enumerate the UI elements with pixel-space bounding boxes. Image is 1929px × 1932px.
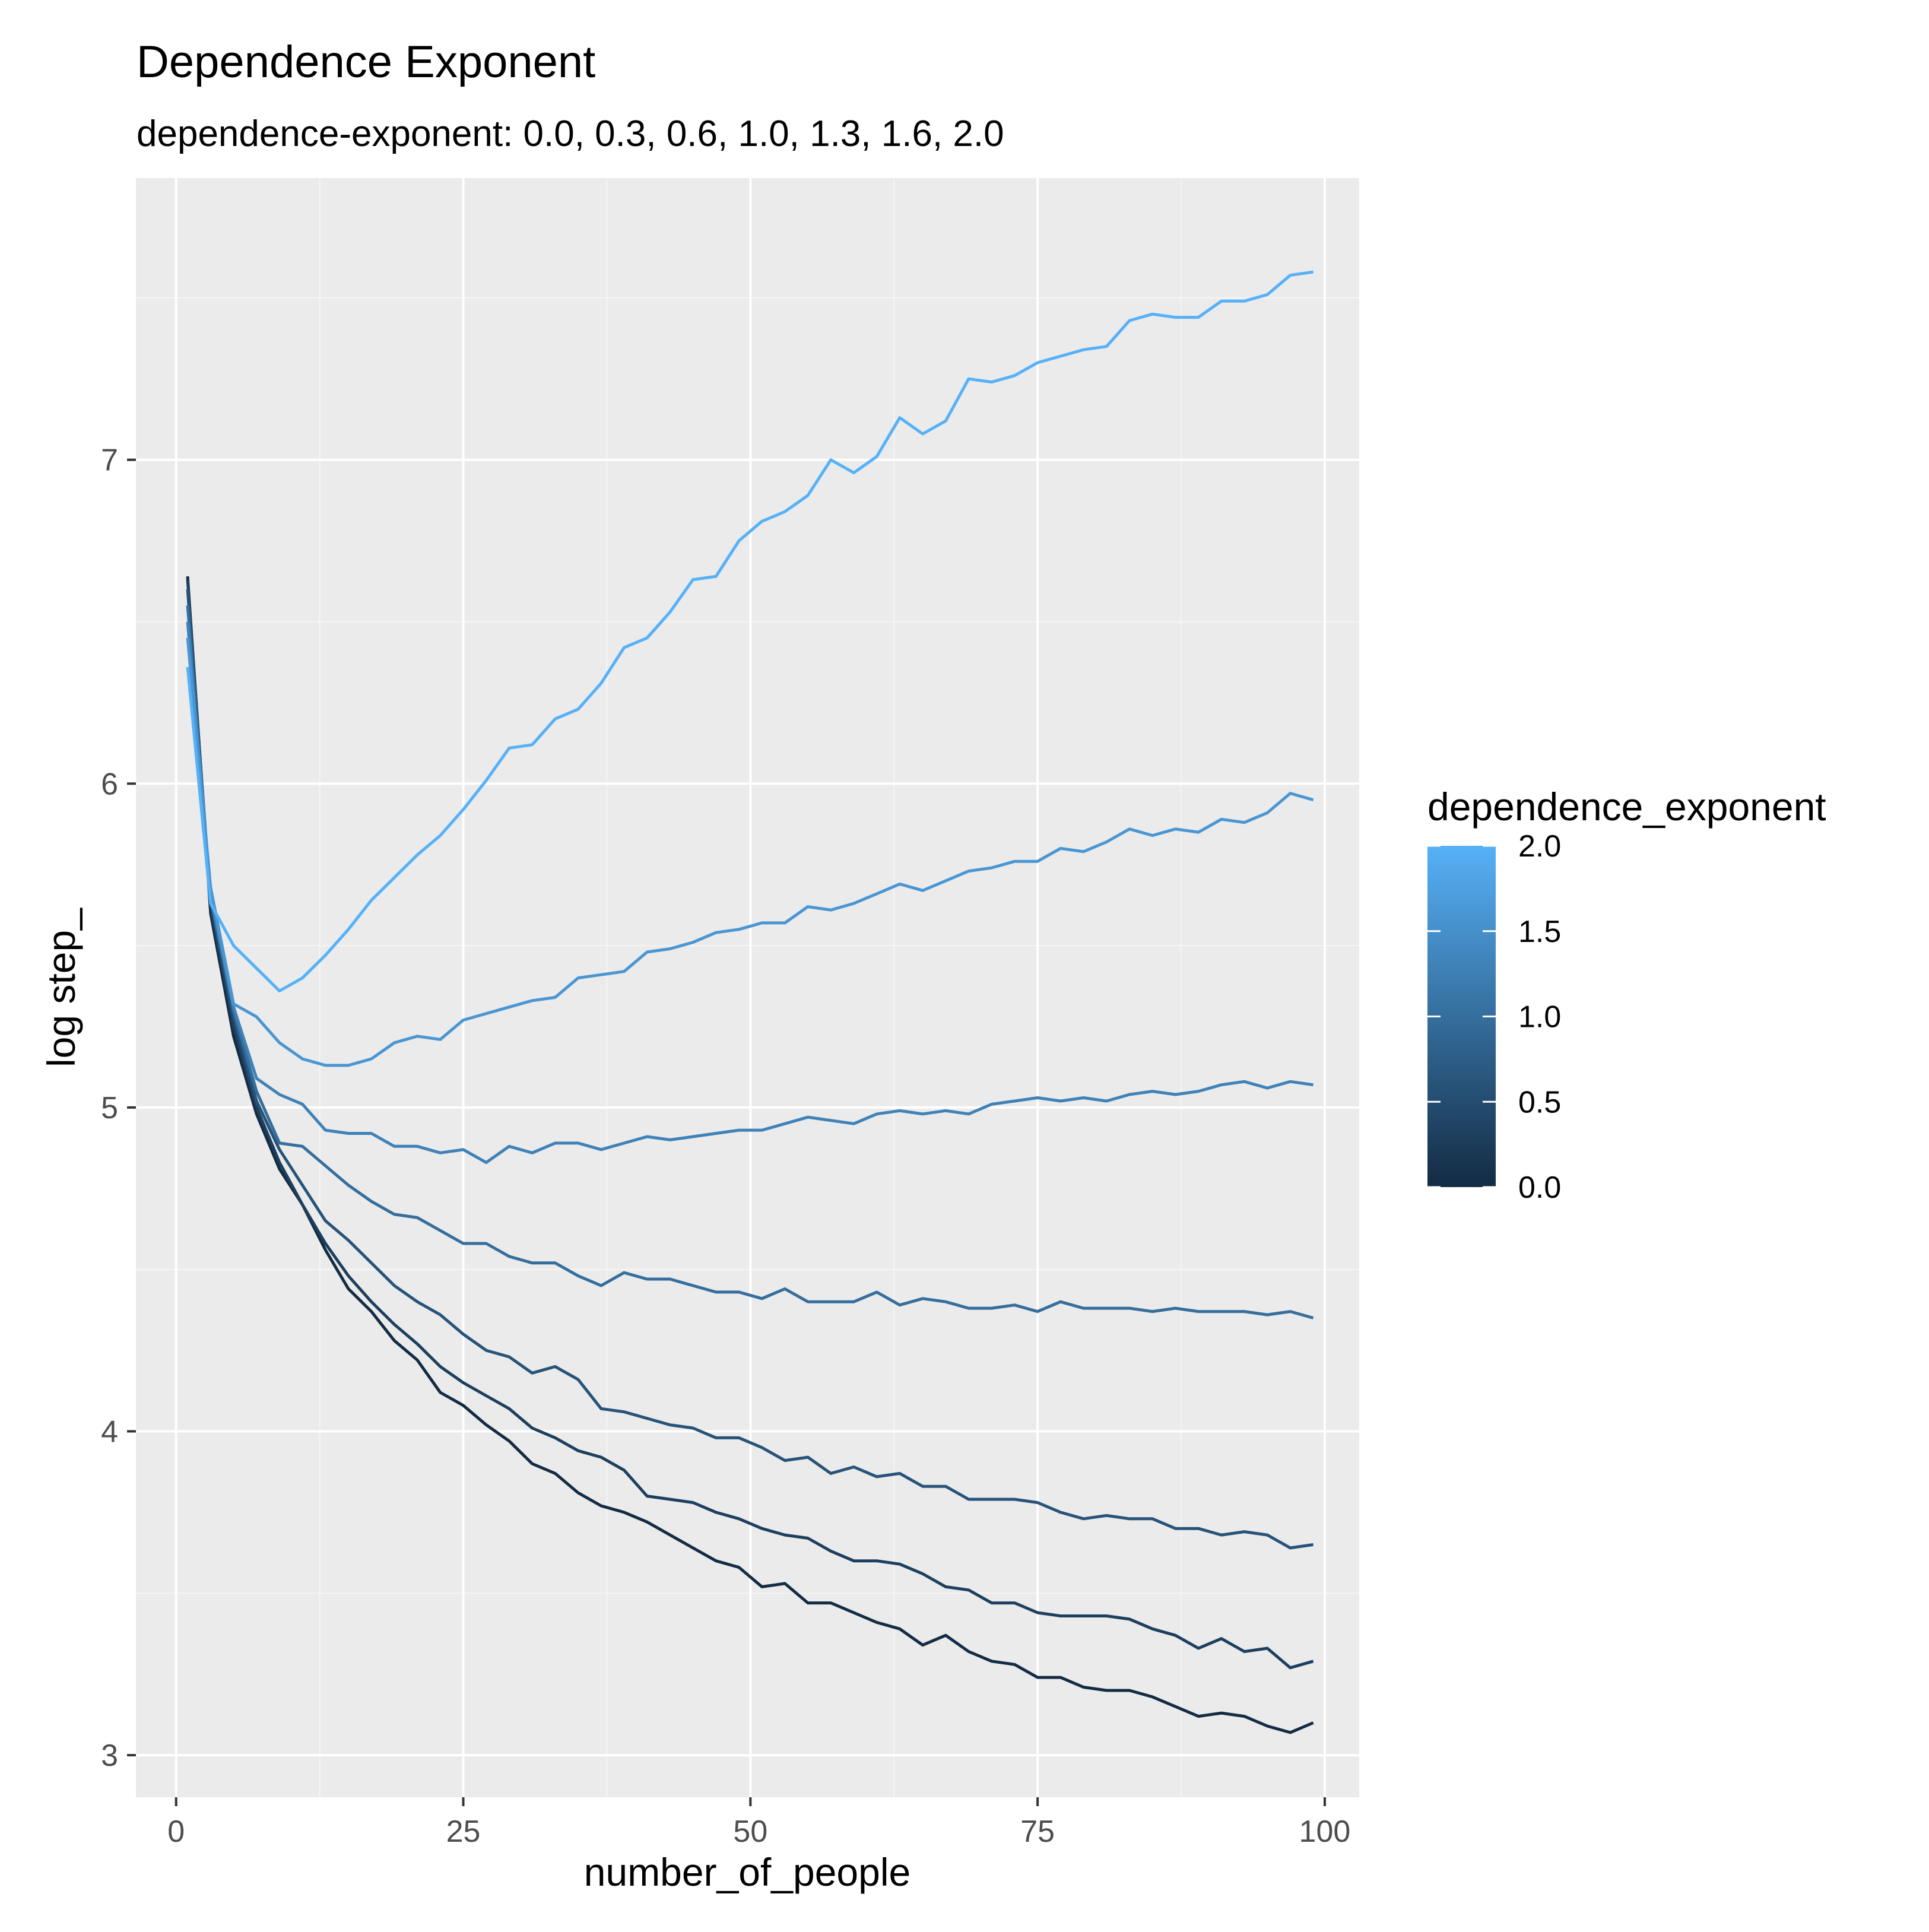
- chart-title: Dependence Exponent: [137, 37, 595, 87]
- x-tick-label: 25: [446, 1814, 481, 1849]
- y-axis: 3 4 5 6 7: [101, 443, 136, 1773]
- x-axis-label: number_of_people: [584, 1850, 910, 1894]
- y-tick-label: 7: [101, 443, 118, 478]
- minor-gridlines: [136, 178, 1359, 1797]
- series-line: [186, 589, 1314, 1550]
- series-line: [186, 579, 1314, 1670]
- legend-title: dependence_exponent: [1427, 785, 1826, 829]
- series-line: [186, 270, 1314, 992]
- x-axis: 0 25 50 75 100: [167, 1797, 1350, 1849]
- legend: dependence_exponent 2.0 1.5 1.0 0.5 0.0: [1427, 785, 1826, 1205]
- major-gridlines: [136, 178, 1359, 1797]
- legend-tick-label: 2.0: [1518, 829, 1561, 864]
- legend-tick-label: 1.5: [1518, 915, 1561, 949]
- x-tick-label: 75: [1020, 1814, 1055, 1849]
- chart-subtitle: dependence-exponent: 0.0, 0.3, 0.6, 1.0,…: [137, 113, 1004, 154]
- series-line: [186, 576, 1314, 1734]
- series-line: [186, 637, 1314, 1067]
- legend-tick-label: 0.0: [1518, 1170, 1561, 1205]
- x-tick-label: 0: [167, 1814, 185, 1849]
- series-lines: [186, 270, 1314, 1734]
- legend-ticks: 2.0 1.5 1.0 0.5 0.0: [1427, 829, 1561, 1205]
- legend-tick-label: 0.5: [1518, 1085, 1561, 1119]
- y-tick-label: 4: [101, 1414, 118, 1449]
- x-tick-label: 50: [733, 1814, 767, 1849]
- x-tick-label: 100: [1299, 1814, 1351, 1849]
- y-tick-label: 6: [101, 767, 118, 801]
- y-tick-label: 3: [101, 1739, 118, 1773]
- series-line: [186, 621, 1314, 1165]
- y-tick-label: 5: [101, 1091, 118, 1125]
- series-line: [186, 605, 1314, 1319]
- legend-tick-label: 1.0: [1518, 1000, 1561, 1035]
- plot-panel: [136, 178, 1359, 1797]
- y-axis-label: log step_: [39, 908, 83, 1067]
